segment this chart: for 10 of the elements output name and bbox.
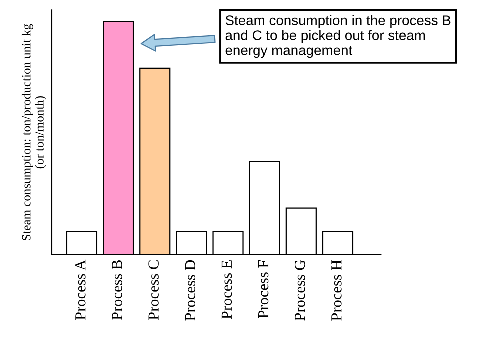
x-tick-label: Process D — [185, 260, 196, 321]
x-tick-label: Process F — [258, 260, 269, 318]
x-tick-label: Process H — [332, 260, 342, 321]
x-tick-label: Process A — [76, 260, 86, 320]
annotation: Steam consumption in the process B and C to be picked out for steam energy management — [226, 15, 451, 58]
x-tick-label: Process C — [148, 260, 159, 320]
x-tick-label: Process G — [294, 260, 306, 321]
x-tick-label: Process E — [222, 260, 232, 320]
x-tick-label: Process B — [112, 260, 122, 320]
y-axis-title: Steam consumption: ton/production unit kg (or ton/month) — [22, 24, 46, 240]
